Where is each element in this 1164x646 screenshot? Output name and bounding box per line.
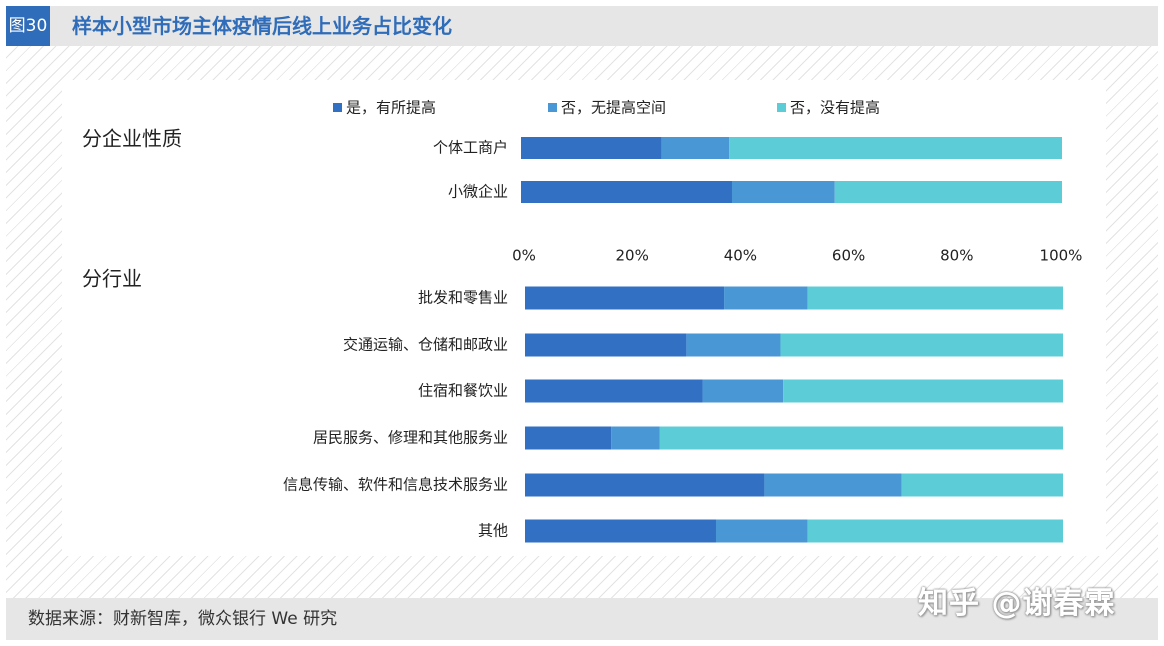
category-label: 个体工商户 [433, 139, 508, 157]
legend-label: 是，有所提高 [346, 99, 436, 117]
group-label: 分行业 [82, 267, 142, 291]
legend-swatch [777, 103, 786, 112]
bar-segment [525, 426, 612, 450]
x-tick-label: 20% [616, 247, 649, 265]
x-tick-label: 40% [724, 247, 757, 265]
bar-segment [807, 519, 1063, 543]
bar-segment [525, 333, 687, 357]
chart-header: 图30 样本小型市场主体疫情后线上业务占比变化 [6, 6, 1158, 46]
bar-segment [715, 519, 808, 543]
bar-segment [834, 181, 1062, 203]
category-label: 交通运输、仓储和邮政业 [343, 336, 508, 354]
watermark: 知乎 @谢春霖 [918, 586, 1116, 621]
legend-label: 否，没有提高 [790, 99, 880, 117]
x-tick-label: 0% [512, 247, 536, 265]
bar-segment [525, 473, 765, 497]
x-tick-label: 80% [940, 247, 973, 265]
category-label: 小微企业 [448, 183, 508, 201]
footer-bar: 数据来源：财新智库，微众银行 We 研究 [6, 598, 1158, 640]
bar-segment [611, 426, 660, 450]
bar-segment [783, 379, 1063, 403]
bar-segment [525, 286, 725, 310]
bar-segment [686, 333, 781, 357]
bar-segment [731, 181, 835, 203]
category-label: 居民服务、修理和其他服务业 [313, 429, 508, 447]
category-label: 住宿和餐饮业 [418, 382, 508, 400]
legend-swatch [333, 103, 342, 112]
bar-segment [659, 426, 1063, 450]
bar-segment [525, 379, 703, 403]
bar-segment [661, 137, 730, 159]
x-tick-label: 60% [832, 247, 865, 265]
x-tick-label: 100% [1040, 247, 1083, 265]
bar-segment [521, 137, 662, 159]
legend-swatch [548, 103, 557, 112]
chart-title: 样本小型市场主体疫情后线上业务占比变化 [72, 14, 452, 38]
group-label: 分企业性质 [82, 127, 182, 151]
category-label: 其他 [478, 522, 508, 540]
bar-segment [702, 379, 784, 403]
figure-label: 图30 [6, 6, 50, 46]
bar-segment [521, 181, 732, 203]
legend-label: 否，无提高空间 [561, 99, 666, 117]
bar-segment [807, 286, 1063, 310]
bar-segment [780, 333, 1063, 357]
category-label: 批发和零售业 [418, 289, 508, 307]
bar-segment [901, 473, 1063, 497]
bar-segment [724, 286, 808, 310]
bar-segment [525, 519, 716, 543]
category-label: 信息传输、软件和信息技术服务业 [283, 476, 508, 494]
bar-segment [764, 473, 902, 497]
source-note: 数据来源：财新智库，微众银行 We 研究 [28, 609, 338, 629]
bar-segment [729, 137, 1062, 159]
